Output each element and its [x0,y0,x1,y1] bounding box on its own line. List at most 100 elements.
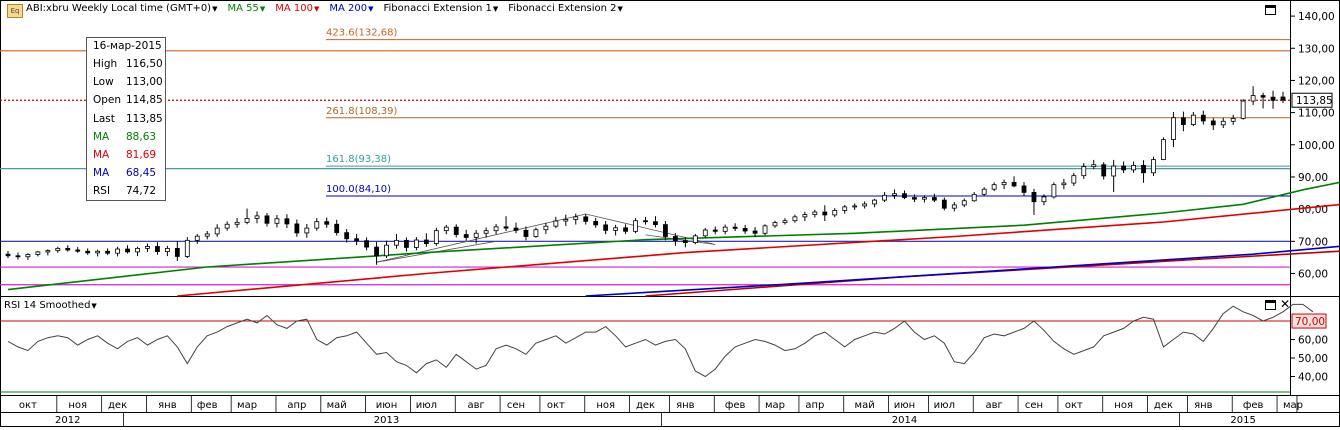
candle[interactable] [1102,162,1106,179]
indicator-ma55[interactable]: MA 55▼ [227,3,265,17]
candle[interactable] [952,202,956,211]
candle[interactable] [723,225,727,235]
candle[interactable] [345,229,349,243]
candle[interactable] [853,203,857,209]
candle[interactable] [1221,118,1225,128]
candle[interactable] [823,205,827,221]
maximize-main-icon[interactable] [1265,5,1276,15]
candle[interactable] [404,237,408,251]
candle[interactable] [763,224,767,235]
candle[interactable] [733,223,737,231]
candle[interactable] [126,245,130,253]
indicator-ma100[interactable]: MA 100▼ [275,3,319,17]
candle[interactable] [494,224,498,234]
candle[interactable] [1171,112,1175,147]
candle[interactable] [992,182,996,191]
candle[interactable] [1012,176,1016,187]
candle[interactable] [215,224,219,237]
candle[interactable] [76,247,80,253]
candle[interactable] [205,231,209,239]
candle[interactable] [972,192,976,202]
candle[interactable] [1281,92,1285,103]
candle[interactable] [16,253,20,260]
indicator-fib-ext-2[interactable]: Fibonacci Extension 2▼ [508,3,623,17]
rsi-line[interactable] [8,304,1313,376]
candle[interactable] [962,199,966,208]
moving-average-line[interactable] [586,246,1340,296]
candle[interactable] [1181,112,1185,132]
candle[interactable] [66,245,70,251]
candle[interactable] [86,248,90,254]
candle[interactable] [165,246,169,256]
candle[interactable] [394,234,398,249]
maximize-rsi-icon[interactable] [1265,300,1276,310]
candle[interactable] [514,223,518,234]
candle[interactable] [1241,99,1245,120]
candle[interactable] [653,216,657,227]
candle[interactable] [634,218,638,233]
candle[interactable] [534,227,538,237]
candle[interactable] [434,228,438,246]
candle[interactable] [6,251,10,258]
candle[interactable] [414,237,418,250]
candle[interactable] [1231,115,1235,125]
candle[interactable] [1251,86,1255,105]
candle[interactable] [46,249,50,255]
candle[interactable] [1062,179,1066,189]
candle[interactable] [385,241,389,258]
candle[interactable] [803,212,807,221]
candle[interactable] [1142,160,1146,183]
symbol-logo-icon[interactable]: Eq [7,4,23,18]
candle[interactable] [145,244,149,252]
candle[interactable] [375,242,379,265]
candle[interactable] [743,225,747,234]
candle[interactable] [783,218,787,224]
candle[interactable] [614,225,618,236]
candle[interactable] [893,190,897,199]
candle[interactable] [624,224,628,234]
candle[interactable] [693,234,697,244]
candle[interactable] [1132,162,1136,173]
candle[interactable] [564,215,568,226]
candle[interactable] [315,218,319,231]
candle[interactable] [504,216,508,231]
rsi-title[interactable]: RSI 14 Smoothed▼ [4,300,97,311]
candle[interactable] [942,198,946,211]
candle[interactable] [96,250,100,257]
candle[interactable] [1002,180,1006,190]
candle[interactable] [245,208,249,224]
candle[interactable] [863,201,867,208]
candle[interactable] [175,241,179,261]
candle[interactable] [424,233,428,247]
candle[interactable] [1211,118,1215,130]
candle[interactable] [355,234,359,245]
candle[interactable] [1112,160,1116,192]
candle[interactable] [464,230,468,241]
candle[interactable] [604,221,608,234]
indicator-ma200[interactable]: MA 200▼ [329,3,373,17]
candle[interactable] [644,217,648,225]
candle[interactable] [793,215,797,223]
candle[interactable] [584,214,588,224]
moving-average-line[interactable] [177,204,1340,296]
candle[interactable] [1092,160,1096,169]
candle[interactable] [116,247,120,257]
candle[interactable] [703,228,707,238]
candle[interactable] [195,234,199,244]
candle[interactable] [982,187,986,195]
candle[interactable] [1052,182,1056,198]
candle[interactable] [813,210,817,218]
candle[interactable] [225,221,229,230]
candle[interactable] [594,218,598,228]
candle[interactable] [1271,91,1275,109]
candle[interactable] [932,194,936,202]
candle[interactable] [325,217,329,227]
candle[interactable] [305,224,309,238]
candle[interactable] [843,205,847,214]
candle[interactable] [713,227,717,235]
candle[interactable] [773,221,777,228]
candle[interactable] [1022,182,1026,196]
close-rsi-icon[interactable]: ✕ [1280,297,1290,311]
candle[interactable] [833,208,837,217]
